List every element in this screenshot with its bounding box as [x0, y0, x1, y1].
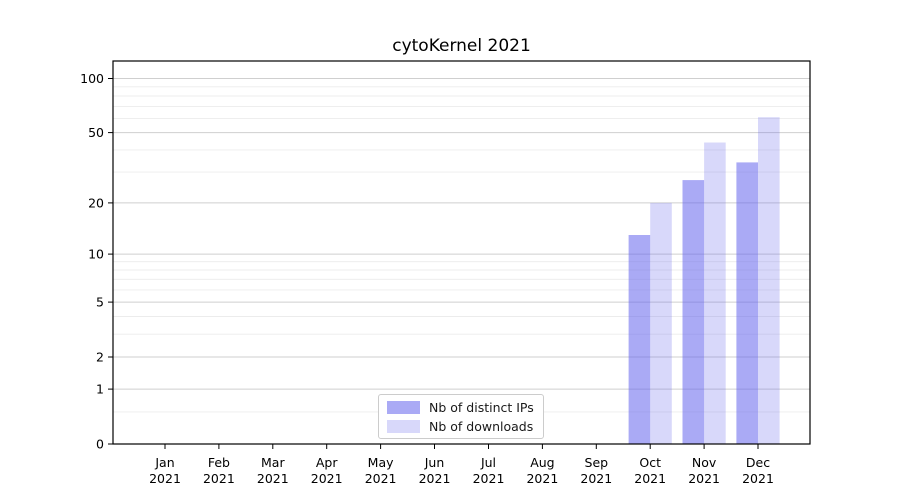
y-tick-label: 100	[80, 71, 104, 86]
bar-nb-of-distinct-ips-nov-2021	[682, 180, 705, 444]
y-tick-label: 5	[96, 294, 104, 309]
legend-label-downloads: Nb of downloads	[429, 418, 534, 434]
legend-label-distinct-ips: Nb of distinct IPs	[429, 399, 534, 415]
legend-item-downloads: Nb of downloads	[387, 419, 543, 434]
y-tick-label: 1	[96, 381, 104, 396]
legend: Nb of distinct IPs Nb of downloads	[378, 394, 544, 439]
chart-title: cytoKernel 2021	[392, 36, 531, 56]
x-tick-label: Mar 2021	[257, 455, 289, 486]
x-tick-label: Jul 2021	[473, 455, 505, 486]
x-tick-label: Jun 2021	[419, 455, 451, 486]
y-tick-label: 0	[96, 436, 104, 451]
legend-item-distinct-ips: Nb of distinct IPs	[387, 400, 543, 415]
y-tick-label: 50	[88, 125, 104, 140]
bar-nb-of-downloads-dec-2021	[758, 117, 780, 444]
bar-nb-of-downloads-nov-2021	[704, 142, 726, 444]
x-tick-label: May 2021	[365, 455, 397, 486]
x-tick-label: Dec 2021	[742, 455, 774, 486]
bar-nb-of-downloads-oct-2021	[650, 202, 672, 444]
y-tick-label: 20	[88, 195, 104, 210]
y-tick-label: 2	[96, 349, 104, 364]
x-tick-label: Apr 2021	[311, 455, 343, 486]
x-tick-label: Sep 2021	[580, 455, 612, 486]
x-tick-label: Aug 2021	[526, 455, 558, 486]
x-tick-label: Jan 2021	[149, 455, 181, 486]
x-tick-label: Feb 2021	[203, 455, 235, 486]
x-tick-label: Nov 2021	[688, 455, 720, 486]
bar-nb-of-distinct-ips-dec-2021	[736, 162, 758, 444]
legend-swatch-distinct-ips	[387, 400, 420, 414]
bar-nb-of-distinct-ips-oct-2021	[628, 235, 651, 444]
y-tick-label: 10	[88, 246, 104, 261]
legend-swatch-downloads	[387, 419, 420, 433]
x-tick-label: Oct 2021	[634, 455, 666, 486]
axes-frame	[112, 60, 811, 445]
